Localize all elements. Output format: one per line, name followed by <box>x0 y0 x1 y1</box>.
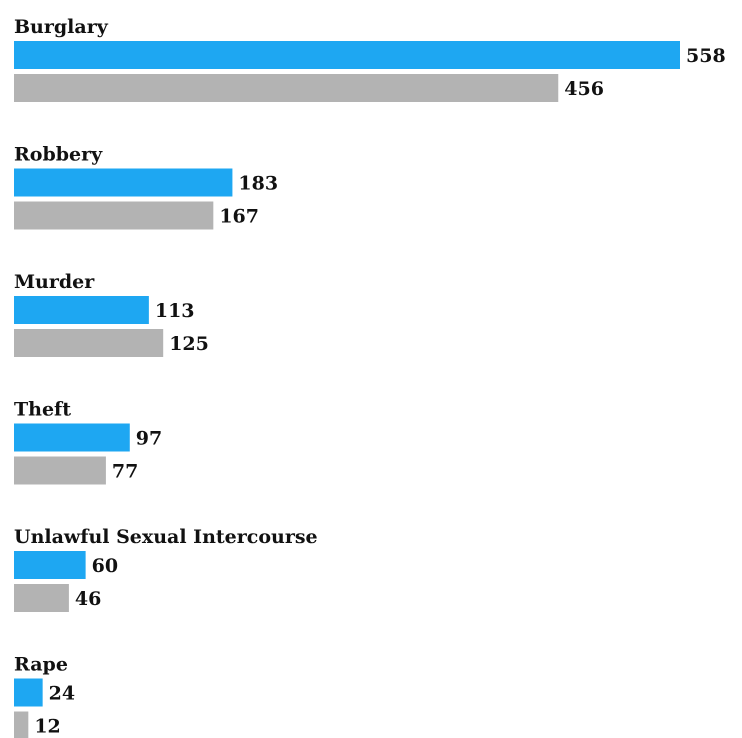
bar-murder-series-2 <box>14 329 164 357</box>
value-label-burglary-series-1: 558 <box>686 45 726 67</box>
value-label-robbery-series-2: 167 <box>219 206 259 228</box>
bar-unlawful-sexual-intercourse-series-2 <box>14 584 69 612</box>
value-label-rape-series-2: 12 <box>34 716 60 738</box>
category-label-theft: Theft <box>14 399 71 421</box>
bar-robbery-series-2 <box>14 201 214 230</box>
bar-murder-series-1 <box>14 296 149 324</box>
bar-rape-series-1 <box>14 678 43 707</box>
category-label-rape: Rape <box>14 654 68 676</box>
value-label-theft-series-1: 97 <box>136 428 162 450</box>
bar-theft-series-1 <box>14 423 130 452</box>
bar-robbery-series-1 <box>14 168 233 197</box>
bar-burglary-series-2 <box>14 74 559 102</box>
category-label-robbery: Robbery <box>14 144 103 166</box>
category-label-murder: Murder <box>14 271 95 293</box>
bar-theft-series-2 <box>14 456 106 485</box>
value-label-theft-series-2: 77 <box>112 461 138 483</box>
category-label-unlawful-sexual-intercourse: Unlawful Sexual Intercourse <box>14 526 318 548</box>
bar-rape-series-2 <box>14 711 29 738</box>
bar-burglary-series-1 <box>14 41 680 69</box>
value-label-unlawful-sexual-intercourse-series-1: 60 <box>92 555 118 577</box>
bar-unlawful-sexual-intercourse-series-1 <box>14 551 86 579</box>
value-label-murder-series-2: 125 <box>169 333 209 355</box>
value-label-robbery-series-1: 183 <box>238 173 278 195</box>
value-label-rape-series-1: 24 <box>49 683 75 705</box>
category-label-burglary: Burglary <box>14 16 109 38</box>
value-label-murder-series-1: 113 <box>155 300 195 322</box>
value-label-burglary-series-2: 456 <box>564 78 604 100</box>
value-label-unlawful-sexual-intercourse-series-2: 46 <box>75 588 101 610</box>
